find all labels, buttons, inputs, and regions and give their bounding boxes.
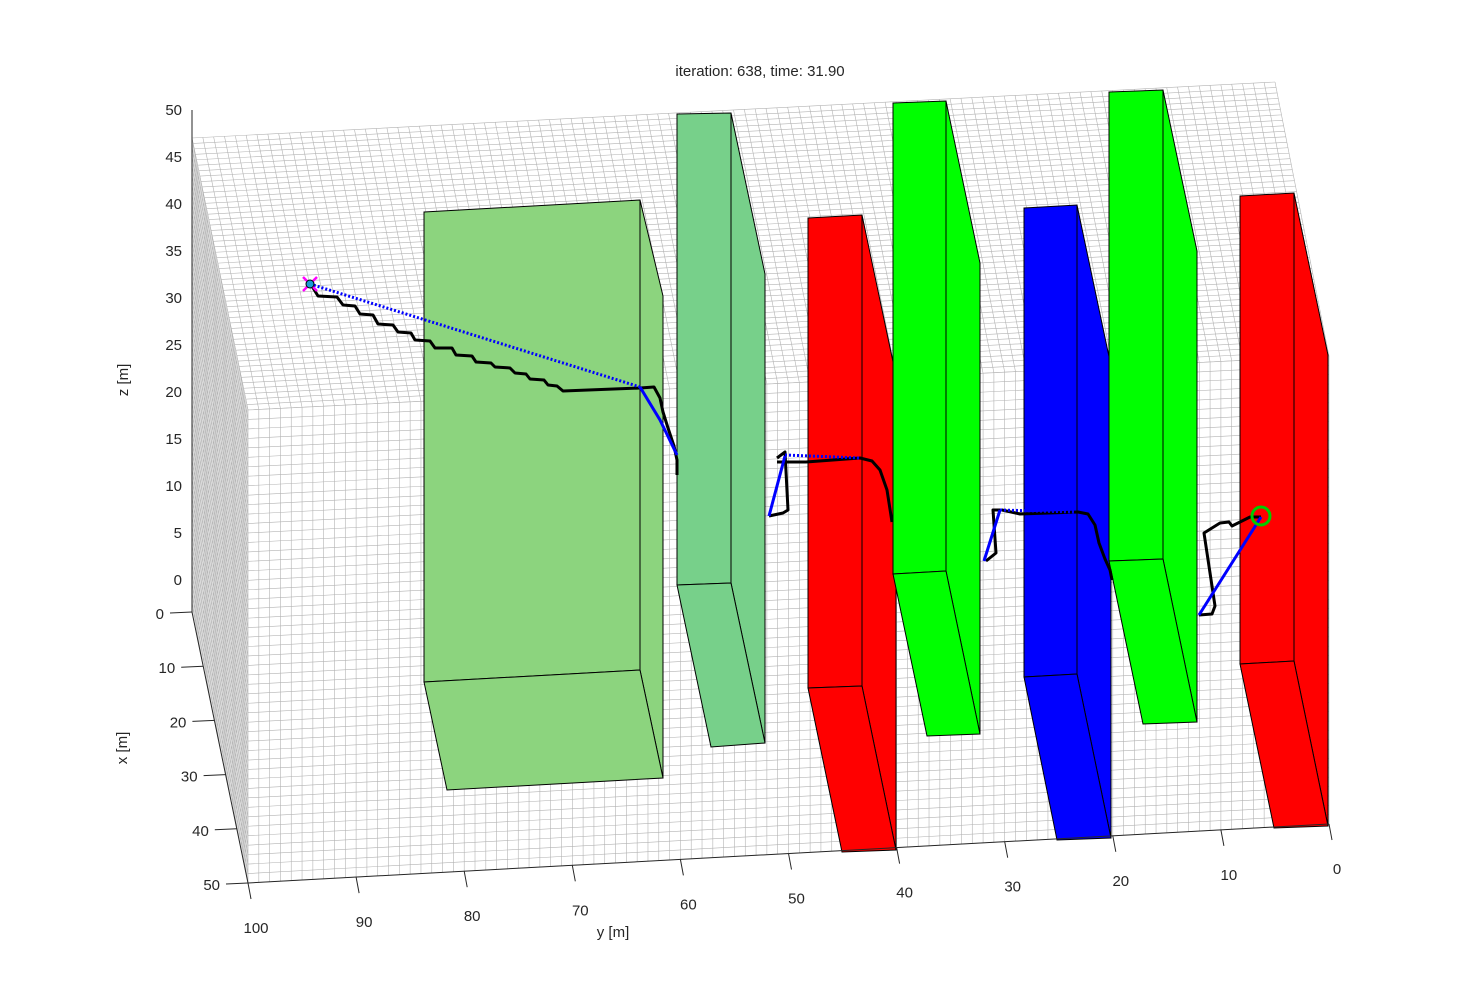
- y-tick-label: 70: [572, 902, 589, 919]
- y-tick-mark: [896, 847, 901, 864]
- x-tick-label: 10: [159, 660, 176, 677]
- y-axis-label: y [m]: [597, 924, 630, 941]
- y-tick-label: 60: [680, 896, 697, 913]
- grid-side-plane: [191, 137, 249, 884]
- obstacle-wall-red-2: [1239, 192, 1329, 829]
- obstacles: [423, 89, 1329, 853]
- z-tick-label: 15: [165, 431, 182, 448]
- z-tick-label: 10: [165, 478, 182, 495]
- obstacle-face: [1108, 89, 1164, 562]
- y-tick-label: 50: [788, 891, 805, 908]
- trajectory-blue-segment: [638, 386, 679, 456]
- y-tick-mark: [571, 865, 576, 882]
- y-tick-label: 80: [464, 908, 481, 925]
- obstacle-face: [1023, 204, 1078, 678]
- x-tick-label: 20: [170, 714, 187, 731]
- trajectory-blue-dotted-segment: [999, 508, 1076, 514]
- x-axis-line: [191, 611, 249, 884]
- x-tick-mark: [192, 719, 215, 722]
- x-tick-mark: [169, 611, 193, 614]
- trajectory-black-segment: [768, 450, 790, 518]
- obstacle-face: [423, 199, 641, 683]
- trajectory-black-segment: [1198, 515, 1261, 617]
- obstacle-face: [676, 112, 732, 586]
- start-marker: [302, 276, 318, 292]
- trajectory-blue-segment: [1197, 516, 1263, 616]
- y-tick-label: 20: [1112, 873, 1129, 890]
- trajectory-black-segment: [308, 282, 679, 475]
- y-tick-label: 100: [243, 920, 268, 937]
- y-tick-mark: [1004, 841, 1009, 858]
- y-tick-label: 10: [1221, 867, 1238, 884]
- obstacle-wall-green-2: [1108, 89, 1198, 725]
- trajectories: [302, 276, 1272, 617]
- y-tick-mark: [788, 853, 792, 870]
- y-tick-label: 0: [1333, 861, 1341, 878]
- x-axis-label: x [m]: [114, 732, 131, 765]
- z-tick-label: 0: [174, 572, 182, 589]
- obstacle-wall-blue: [1023, 204, 1112, 841]
- z-tick-label: 30: [165, 290, 182, 307]
- z-tick-label: 40: [165, 196, 182, 213]
- y-tick-label: 30: [1004, 879, 1021, 896]
- obstacle-wall-teal-green: [676, 112, 766, 748]
- obstacle-block-light-green: [423, 199, 664, 791]
- x-tick-label: 30: [181, 769, 198, 786]
- obstacle-face: [1239, 660, 1329, 829]
- x-tick-mark: [214, 828, 237, 831]
- goal-marker: [1250, 505, 1272, 527]
- y-tick-mark: [1328, 823, 1333, 841]
- obstacle-wall-red-1: [807, 214, 897, 853]
- y-tick-mark: [1112, 835, 1117, 852]
- z-tick-label: 25: [165, 337, 182, 354]
- z-tick-label: 5: [174, 525, 182, 542]
- obstacle-wall-green-1: [892, 100, 981, 737]
- trajectory-blue-dotted-segment: [784, 453, 861, 460]
- trajectory-black-segment: [985, 508, 1114, 581]
- obstacle-face: [423, 669, 664, 791]
- trajectory-blue-dotted-segment: [309, 282, 641, 389]
- obstacle-face: [892, 100, 947, 575]
- y-tick-mark: [463, 871, 468, 888]
- y-tick-label: 40: [896, 885, 913, 902]
- y-tick-mark: [247, 882, 252, 900]
- z-axis-label: z [m]: [115, 364, 132, 397]
- y-tick-mark: [1220, 829, 1225, 846]
- obstacle-face: [1239, 192, 1295, 665]
- obstacle-face: [892, 570, 981, 737]
- trajectory-blue-segment: [767, 455, 787, 517]
- obstacle-face: [807, 214, 863, 689]
- x-tick-label: 0: [156, 606, 164, 623]
- z-tick-label: 20: [165, 384, 182, 401]
- trajectory-blue-segment: [982, 509, 1002, 562]
- y-tick-label: 90: [356, 914, 373, 931]
- obstacle-face: [807, 685, 897, 853]
- x-tick-mark: [181, 665, 204, 668]
- x-tick-mark: [225, 882, 249, 885]
- x-tick-mark: [203, 774, 226, 777]
- x-tick-label: 40: [192, 823, 209, 840]
- obstacle-face: [676, 582, 766, 748]
- obstacle-face: [1023, 673, 1112, 841]
- obstacle-face: [1108, 558, 1198, 725]
- chart-title: iteration: 638, time: 31.90: [675, 63, 844, 80]
- x-tick-label: 50: [203, 877, 220, 894]
- z-tick-label: 35: [165, 243, 182, 260]
- z-tick-label: 50: [165, 102, 182, 119]
- trajectory-black-segment: [777, 456, 894, 523]
- z-tick-label: 45: [165, 149, 182, 166]
- y-tick-mark: [679, 859, 684, 876]
- y-tick-mark: [355, 877, 360, 894]
